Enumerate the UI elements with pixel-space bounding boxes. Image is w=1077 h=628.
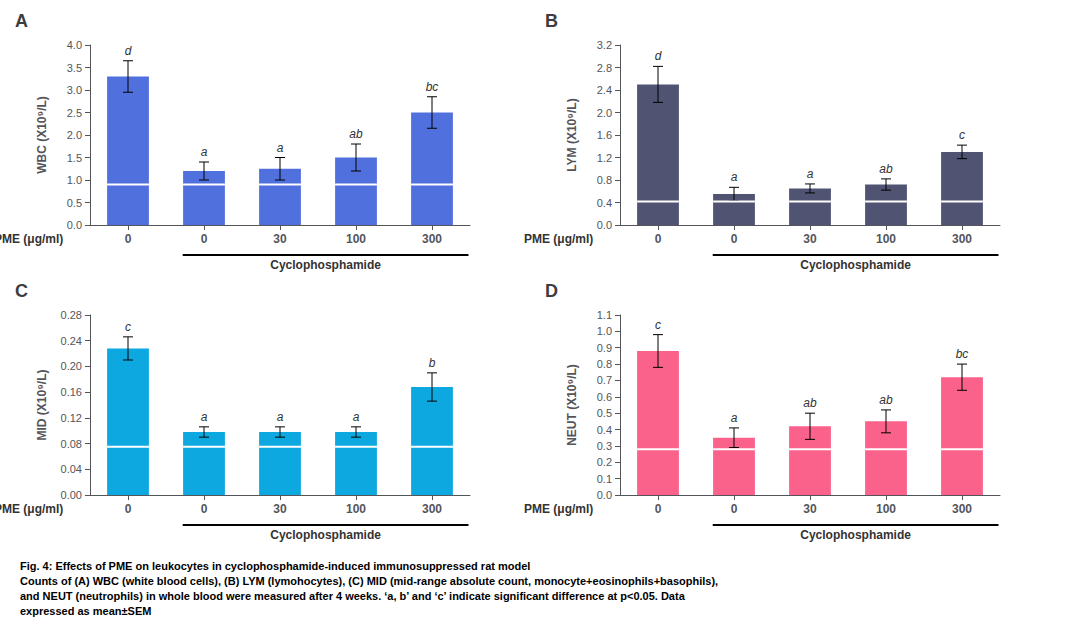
svg-text:a: a bbox=[277, 410, 284, 424]
svg-text:PME (μg/ml): PME (μg/ml) bbox=[0, 502, 63, 516]
svg-text:0.0: 0.0 bbox=[67, 219, 82, 231]
svg-text:0: 0 bbox=[731, 502, 738, 516]
svg-text:bc: bc bbox=[956, 347, 969, 361]
svg-text:and NEUT (neutrophils) in whol: and NEUT (neutrophils) in whole blood we… bbox=[20, 590, 686, 602]
svg-text:3.5: 3.5 bbox=[67, 62, 82, 74]
svg-text:30: 30 bbox=[803, 502, 817, 516]
svg-text:0.1: 0.1 bbox=[597, 473, 612, 485]
svg-text:30: 30 bbox=[273, 232, 287, 246]
svg-text:ab: ab bbox=[803, 396, 817, 410]
svg-text:0.2: 0.2 bbox=[597, 456, 612, 468]
svg-text:NEUT (X10⁹/L): NEUT (X10⁹/L) bbox=[565, 364, 579, 446]
svg-text:Cyclophosphamide: Cyclophosphamide bbox=[800, 258, 911, 272]
svg-text:0: 0 bbox=[731, 232, 738, 246]
svg-text:MID (X10⁹/L): MID (X10⁹/L) bbox=[35, 369, 49, 440]
svg-text:Counts of (A) WBC (white blood: Counts of (A) WBC (white blood cells), (… bbox=[20, 575, 718, 587]
svg-text:d: d bbox=[655, 49, 662, 63]
svg-text:0: 0 bbox=[655, 232, 662, 246]
svg-text:0.5: 0.5 bbox=[597, 407, 612, 419]
svg-text:a: a bbox=[731, 170, 738, 184]
svg-text:a: a bbox=[201, 145, 208, 159]
svg-text:0.24: 0.24 bbox=[61, 335, 82, 347]
svg-text:1.1: 1.1 bbox=[597, 309, 612, 321]
svg-text:0.08: 0.08 bbox=[61, 438, 82, 450]
svg-text:0.00: 0.00 bbox=[61, 489, 82, 501]
svg-text:LYM (X10⁹/L): LYM (X10⁹/L) bbox=[565, 98, 579, 171]
svg-text:0.8: 0.8 bbox=[597, 358, 612, 370]
svg-text:0.7: 0.7 bbox=[597, 374, 612, 386]
svg-text:0.0: 0.0 bbox=[597, 219, 612, 231]
svg-text:a: a bbox=[201, 410, 208, 424]
svg-text:0.0: 0.0 bbox=[597, 489, 612, 501]
svg-text:0.6: 0.6 bbox=[597, 391, 612, 403]
svg-text:0: 0 bbox=[201, 232, 208, 246]
svg-text:2.0: 2.0 bbox=[597, 107, 612, 119]
svg-text:c: c bbox=[125, 320, 131, 334]
svg-text:300: 300 bbox=[422, 232, 442, 246]
svg-text:1.0: 1.0 bbox=[67, 174, 82, 186]
svg-text:expressed as mean±SEM: expressed as mean±SEM bbox=[20, 605, 151, 617]
svg-text:4.0: 4.0 bbox=[67, 39, 82, 51]
svg-text:c: c bbox=[959, 128, 965, 142]
svg-text:0: 0 bbox=[125, 502, 132, 516]
svg-text:2.8: 2.8 bbox=[597, 62, 612, 74]
svg-text:0.9: 0.9 bbox=[597, 342, 612, 354]
svg-text:0.4: 0.4 bbox=[597, 424, 612, 436]
svg-text:1.2: 1.2 bbox=[597, 152, 612, 164]
svg-text:3.0: 3.0 bbox=[67, 84, 82, 96]
svg-text:0.12: 0.12 bbox=[61, 412, 82, 424]
svg-text:0.4: 0.4 bbox=[597, 197, 612, 209]
svg-text:100: 100 bbox=[346, 232, 366, 246]
svg-text:0.3: 0.3 bbox=[597, 440, 612, 452]
svg-text:2.0: 2.0 bbox=[67, 129, 82, 141]
svg-text:0.04: 0.04 bbox=[61, 463, 82, 475]
svg-text:0.20: 0.20 bbox=[61, 360, 82, 372]
svg-text:C: C bbox=[15, 281, 28, 301]
svg-text:ab: ab bbox=[879, 393, 893, 407]
svg-text:Cyclophosphamide: Cyclophosphamide bbox=[270, 258, 381, 272]
svg-text:0.28: 0.28 bbox=[61, 309, 82, 321]
svg-text:a: a bbox=[353, 410, 360, 424]
svg-text:30: 30 bbox=[273, 502, 287, 516]
svg-text:30: 30 bbox=[803, 232, 817, 246]
svg-text:ab: ab bbox=[879, 162, 893, 176]
svg-text:D: D bbox=[545, 281, 558, 301]
svg-text:100: 100 bbox=[876, 232, 896, 246]
svg-text:0.8: 0.8 bbox=[597, 174, 612, 186]
svg-text:WBC (X10⁹/L): WBC (X10⁹/L) bbox=[35, 96, 49, 174]
svg-text:1.5: 1.5 bbox=[67, 152, 82, 164]
svg-text:1.0: 1.0 bbox=[597, 325, 612, 337]
svg-text:2.4: 2.4 bbox=[597, 84, 612, 96]
svg-text:Cyclophosphamide: Cyclophosphamide bbox=[800, 528, 911, 542]
svg-text:0: 0 bbox=[125, 232, 132, 246]
svg-text:0.5: 0.5 bbox=[67, 197, 82, 209]
svg-text:3.2: 3.2 bbox=[597, 39, 612, 51]
svg-text:c: c bbox=[655, 318, 661, 332]
svg-text:0.16: 0.16 bbox=[61, 386, 82, 398]
svg-text:PME (μg/ml): PME (μg/ml) bbox=[524, 502, 593, 516]
svg-text:1.6: 1.6 bbox=[597, 129, 612, 141]
svg-text:0: 0 bbox=[201, 502, 208, 516]
svg-text:a: a bbox=[277, 141, 284, 155]
svg-text:100: 100 bbox=[346, 502, 366, 516]
svg-text:300: 300 bbox=[952, 232, 972, 246]
svg-text:bc: bc bbox=[426, 80, 439, 94]
svg-text:a: a bbox=[731, 411, 738, 425]
svg-text:300: 300 bbox=[422, 502, 442, 516]
svg-text:A: A bbox=[15, 11, 28, 31]
svg-text:a: a bbox=[807, 167, 814, 181]
svg-text:ab: ab bbox=[349, 127, 363, 141]
svg-text:Fig. 4: Effects of PME on leuk: Fig. 4: Effects of PME on leukocytes in … bbox=[20, 560, 530, 572]
svg-text:2.5: 2.5 bbox=[67, 107, 82, 119]
svg-text:0: 0 bbox=[655, 502, 662, 516]
svg-text:B: B bbox=[545, 11, 558, 31]
svg-text:PME (μg/ml): PME (μg/ml) bbox=[0, 232, 63, 246]
svg-text:d: d bbox=[125, 44, 132, 58]
svg-text:Cyclophosphamide: Cyclophosphamide bbox=[270, 528, 381, 542]
svg-text:300: 300 bbox=[952, 502, 972, 516]
svg-text:PME (μg/ml): PME (μg/ml) bbox=[524, 232, 593, 246]
svg-text:100: 100 bbox=[876, 502, 896, 516]
svg-text:b: b bbox=[429, 356, 436, 370]
